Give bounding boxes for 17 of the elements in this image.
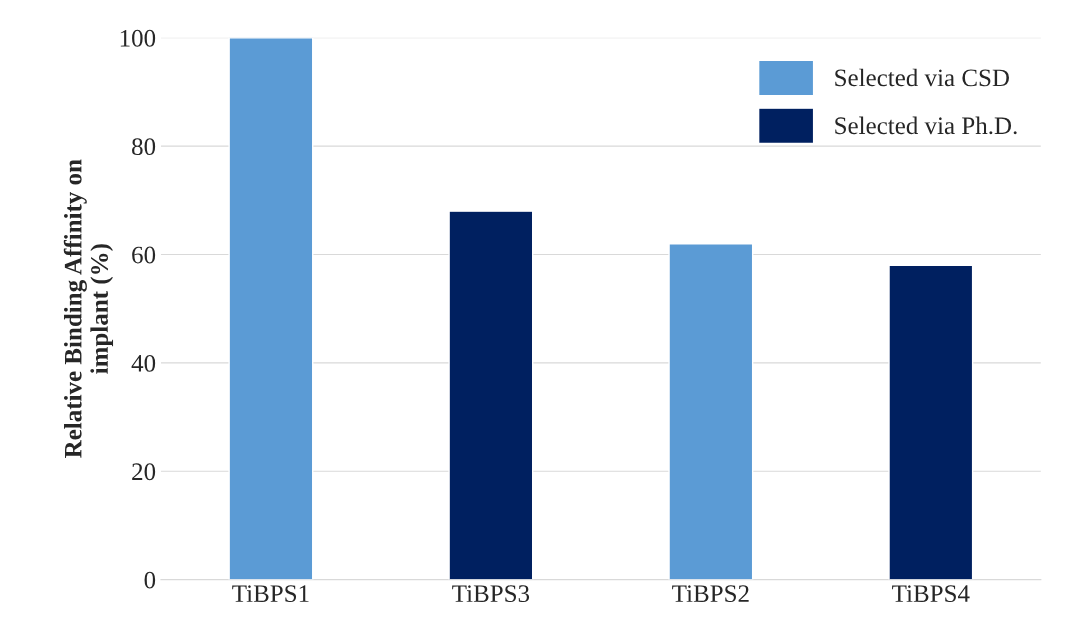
y-axis-title: Relative Binding Affinity on implant (%) (63, 159, 114, 458)
x-tick-label: TiBPS1 (232, 585, 309, 603)
bar (448, 210, 534, 580)
x-tick-label: TiBPS4 (892, 585, 970, 603)
x-tick-label: TiBPS2 (672, 585, 749, 603)
y-tick-label: 60 (132, 246, 156, 264)
y-tick-label: 100 (120, 29, 156, 47)
bar (888, 264, 974, 580)
legend-label: Selected via CSD (835, 68, 1009, 87)
x-tick-label: TiBPS3 (452, 585, 530, 603)
bar (228, 37, 314, 580)
y-tick-label: 80 (132, 138, 156, 156)
y-tick-label: 0 (144, 571, 156, 589)
bar (668, 242, 754, 580)
y-tick-label: 20 (132, 463, 156, 481)
legend-label: Selected via Ph.D. (835, 116, 1017, 135)
y-tick-label: 40 (131, 354, 156, 372)
